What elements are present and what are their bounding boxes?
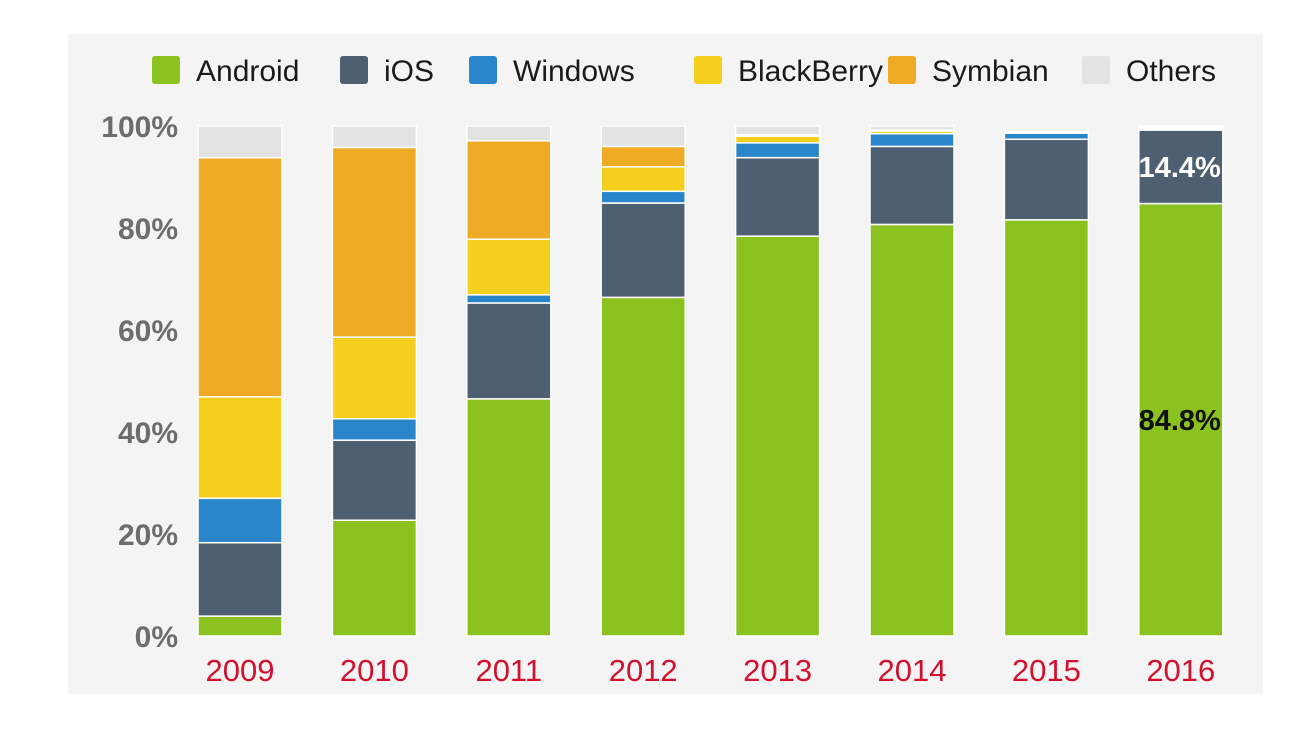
x-tick-label-2011: 2011 [475,653,542,688]
bar-stack-2010 [331,125,418,637]
legend-item-windows: Windows [469,55,635,88]
bar-segment-android-2013 [734,235,821,637]
y-tick-label: 100% [101,111,178,144]
bar-segment-windows-2013 [734,142,821,159]
bar-segment-others-2016 [1138,125,1224,129]
bar-segment-windows-2009 [197,497,283,544]
bar-segment-android-2011 [466,398,552,637]
bar-segment-android-2009 [197,615,283,637]
bar-stack-2013 [734,125,821,637]
y-axis: 0% 20% 40% 60% 80% 100% [101,111,178,654]
bar-segment-windows-2014 [869,132,955,148]
bar-segment-ios-2009 [197,541,283,617]
bar-segment-others-2009 [197,125,283,159]
bar-segment-ios-2010 [331,439,418,521]
bar-stack-2011 [466,125,552,637]
x-tick-label-2013: 2013 [743,653,812,688]
bar-segment-android-2016 [1138,202,1224,637]
x-tick-label-2009: 2009 [206,653,275,688]
bar-segment-blackberry-2009 [197,396,283,500]
bar-segment-others-2011 [466,125,552,142]
legend-item-android: Android [152,55,299,88]
bar-segment-symbian-2009 [197,156,283,398]
x-tick-label-2014: 2014 [878,653,947,688]
bar-segment-blackberry-2012 [600,166,686,193]
bar-segment-others-2014 [869,125,955,131]
bar-segment-others-2012 [600,125,686,148]
bar-segment-symbian-2011 [466,140,552,240]
legend-swatch-android [152,56,180,84]
legend-swatch-symbian [888,56,916,84]
data-label-android-2016: 84.8% [1139,405,1221,437]
y-tick-label: 0% [135,621,178,654]
bar-stack-2015 [1003,130,1090,637]
legend-label-others: Others [1126,55,1216,88]
bar-segment-android-2010 [331,519,418,637]
legend-swatch-windows [469,56,497,84]
y-tick-label: 20% [118,519,178,552]
bar-segment-windows-2011 [466,294,552,304]
bar-segment-windows-2012 [600,190,686,204]
legend-label-ios: iOS [384,55,434,88]
legend-label-symbian: Symbian [932,55,1049,88]
bar-segment-blackberry-2013 [734,135,821,144]
bar-segment-windows-2010 [331,417,418,441]
legend-item-ios: iOS [340,55,434,88]
bar-stack-2012 [600,125,686,637]
bar-segment-ios-2015 [1003,138,1090,221]
legend-item-others: Others [1082,55,1216,88]
bar-segment-blackberry-2010 [331,336,418,420]
bar-segment-windows-2015 [1003,132,1090,141]
bar-segment-ios-2011 [466,302,552,400]
bar-stack-2016 [1138,125,1224,637]
legend-label-windows: Windows [513,55,635,88]
bar-segment-android-2012 [600,296,686,637]
legend-item-blackberry: BlackBerry [694,55,883,88]
bar-stack-2014 [869,125,955,637]
bar-segment-symbian-2012 [600,145,686,168]
y-tick-label: 40% [118,417,178,450]
bar-segment-android-2014 [869,223,955,637]
legend-swatch-others [1082,56,1110,84]
bar-segment-symbian-2010 [331,146,418,338]
bars [197,125,1224,637]
bar-stack-2009 [197,125,283,637]
bar-segment-ios-2012 [600,202,686,299]
bar-segment-ios-2016 [1138,129,1224,205]
bar-segment-others-2013 [734,125,821,136]
legend-label-android: Android [196,55,299,88]
legend-swatch-ios [340,56,368,84]
y-tick-label: 80% [118,213,178,246]
x-tick-label-2012: 2012 [609,653,678,688]
y-tick-label: 60% [118,315,178,348]
annotations: 14.4% 84.8% [1139,152,1221,437]
x-tick-label-2010: 2010 [340,653,409,688]
bar-segment-others-2015 [1003,130,1090,133]
legend-item-symbian: Symbian [888,55,1049,88]
bar-segment-others-2010 [331,125,418,149]
legend: Android iOS Windows BlackBerry Symbian Others [152,55,1216,88]
data-label-ios-2016: 14.4% [1139,152,1221,184]
legend-label-blackberry: BlackBerry [738,55,883,88]
bar-segment-android-2015 [1003,219,1090,637]
legend-swatch-blackberry [694,56,722,84]
bar-segment-ios-2014 [869,145,955,226]
bar-segment-blackberry-2011 [466,238,552,296]
bar-segment-ios-2013 [734,156,821,237]
x-tick-label-2016: 2016 [1146,653,1215,688]
x-axis: 2009 2010 2011 2012 2013 2014 2015 2016 [206,653,1216,688]
x-tick-label-2015: 2015 [1012,653,1081,688]
